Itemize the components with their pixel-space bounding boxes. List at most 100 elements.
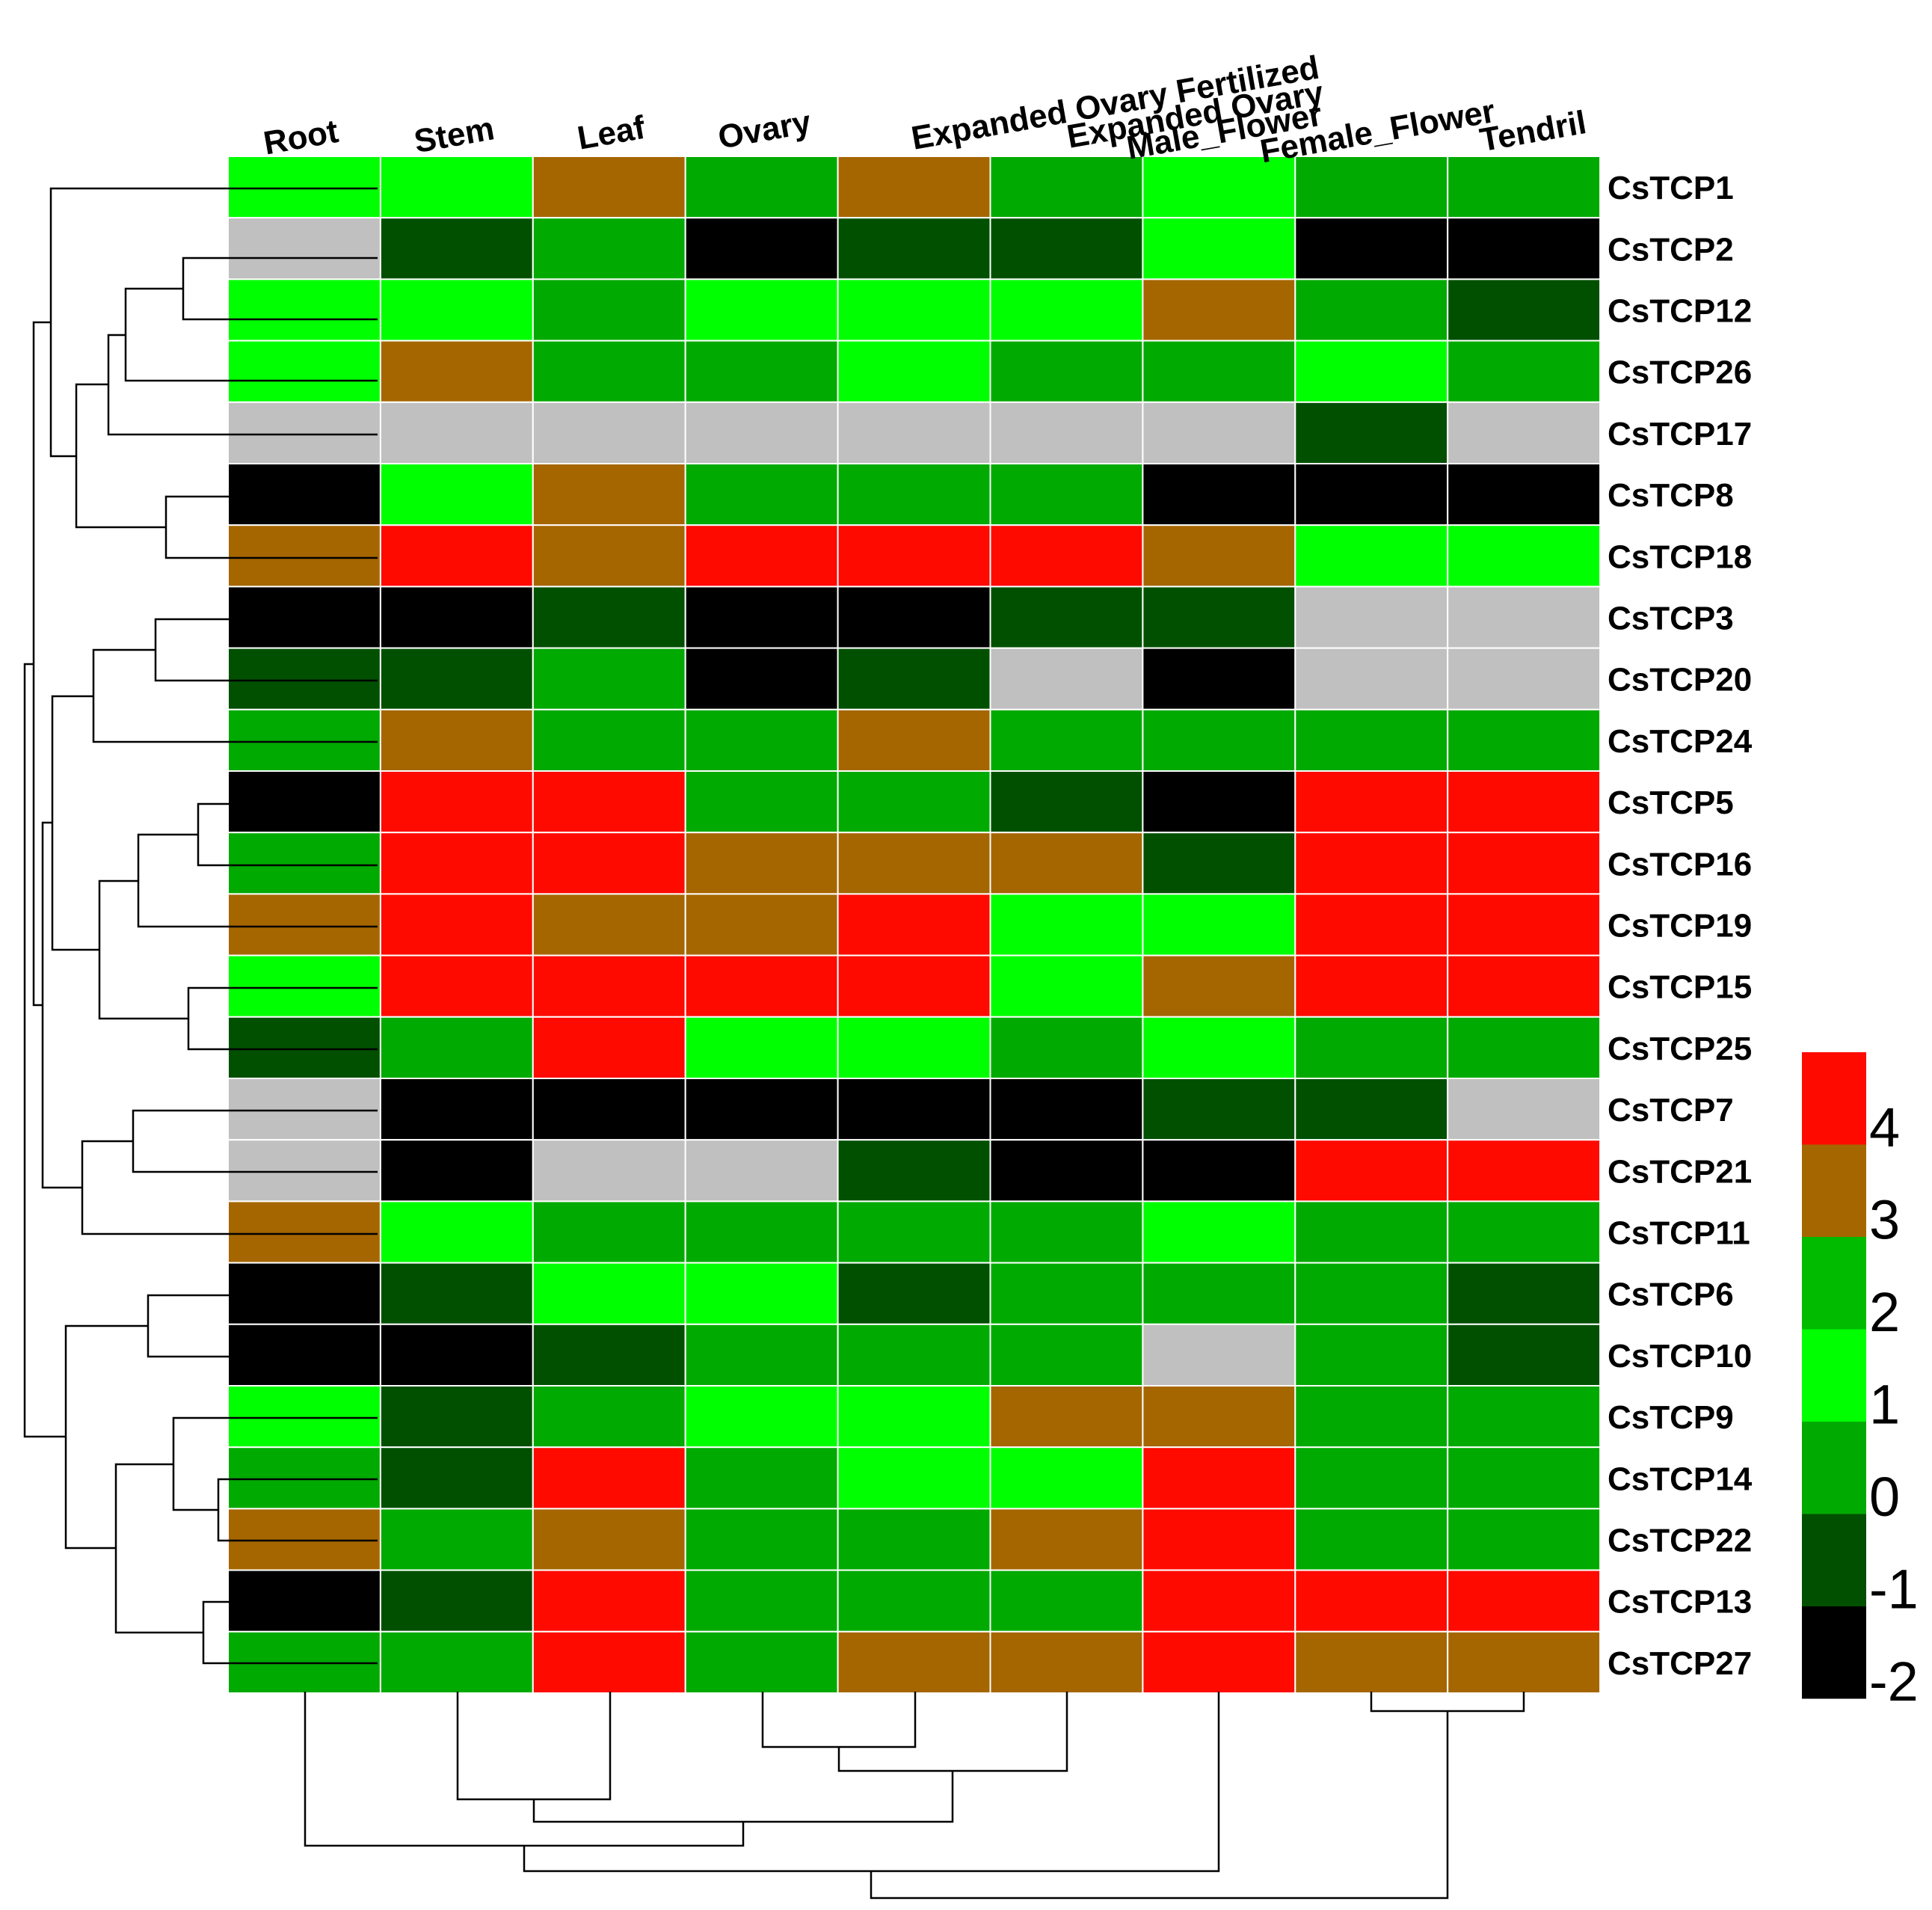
heatmap-cell-CsTCP2-Expanded-Ovary — [989, 217, 1144, 280]
heatmap-cell-CsTCP19-Female-Flower — [1294, 893, 1449, 956]
legend-tick-label: 0 — [1869, 1466, 1900, 1528]
heatmap-cell-CsTCP25-Female-Flower — [1294, 1016, 1449, 1080]
heatmap-cell-CsTCP25-Leaf — [532, 1016, 686, 1080]
row-label: CsTCP19 — [1608, 908, 1752, 945]
heatmap-cell-CsTCP17-Male-Flower — [1142, 401, 1296, 464]
heatmap-cell-CsTCP10-Leaf — [532, 1323, 686, 1387]
row-label: CsTCP13 — [1608, 1584, 1752, 1621]
row-labels: CsTCP1 CsTCP2 CsTCP12 CsTCP26 CsTCP17 CsTCP8 C… — [1608, 170, 1753, 1682]
heatmap-cell-CsTCP20-Tendril — [1447, 647, 1602, 710]
heatmap-cell-CsTCP12-Tendril — [1447, 278, 1602, 342]
heatmap-cell-CsTCP3-Ovary — [684, 586, 839, 649]
heatmap-cell-CsTCP1-Leaf — [532, 156, 686, 219]
heatmap-cell-CsTCP15-Root — [227, 954, 381, 1018]
row-label: CsTCP16 — [1608, 846, 1752, 882]
heatmap-cell-CsTCP15-Stem — [379, 954, 534, 1018]
legend-swatch — [1802, 1606, 1866, 1699]
heatmap-cell-CsTCP14-Tendril — [1447, 1446, 1602, 1510]
row-label: CsTCP17 — [1608, 416, 1752, 452]
heatmap-cell-CsTCP11-Expanded-Ovary-Fertilized — [837, 1200, 991, 1264]
heatmap-cell-CsTCP14-Leaf — [532, 1446, 686, 1510]
heatmap-cell-CsTCP13-Female-Flower — [1294, 1569, 1449, 1633]
heatmap-cell-CsTCP6-Tendril — [1447, 1262, 1602, 1325]
heatmap-cell-CsTCP8-Root — [227, 463, 381, 526]
heatmap-cell-CsTCP26-Male-Flower — [1142, 340, 1296, 403]
heatmap-cell-CsTCP12-Male-Flower — [1142, 278, 1296, 342]
heatmap-cell-CsTCP14-Root — [227, 1446, 381, 1510]
heatmap-cell-CsTCP13-Ovary — [684, 1569, 839, 1633]
heatmap-cell-CsTCP2-Tendril — [1447, 217, 1602, 280]
heatmap-cell-CsTCP27-Ovary — [684, 1630, 839, 1695]
heatmap-cell-CsTCP8-Ovary — [684, 463, 839, 526]
heatmap-cell-CsTCP16-Root — [227, 832, 381, 895]
heatmap-cell-CsTCP8-Female-Flower — [1294, 463, 1449, 526]
heatmap-cell-CsTCP5-Leaf — [532, 770, 686, 834]
heatmap-cell-CsTCP20-Female-Flower — [1294, 647, 1449, 710]
heatmap-cell-CsTCP18-Expanded-Ovary — [989, 524, 1144, 588]
heatmap-cell-CsTCP25-Expanded-Ovary-Fertilized — [837, 1016, 991, 1080]
heatmap-cell-CsTCP26-Root — [227, 340, 381, 403]
heatmap-cell-CsTCP21-Tendril — [1447, 1139, 1602, 1203]
heatmap-cell-CsTCP1-Female-Flower — [1294, 156, 1449, 219]
heatmap-cell-CsTCP16-Expanded-Ovary-Fertilized — [837, 832, 991, 895]
heatmap-cell-CsTCP26-Tendril — [1447, 340, 1602, 403]
heatmap-cell-CsTCP24-Expanded-Ovary-Fertilized — [837, 708, 991, 772]
color-legend: 4 3 2 1 0 -1 -2 — [1802, 1052, 1919, 1713]
heatmap-cell-CsTCP26-Leaf — [532, 340, 686, 403]
heatmap-cell-CsTCP11-Leaf — [532, 1200, 686, 1264]
heatmap-cell-CsTCP1-Expanded-Ovary-Fertilized — [837, 156, 991, 219]
heatmap-cell-CsTCP10-Male-Flower — [1142, 1323, 1296, 1387]
heatmap-cell-CsTCP21-Leaf — [532, 1139, 686, 1203]
heatmap-cell-CsTCP18-Root — [227, 524, 381, 588]
heatmap-cell-CsTCP17-Female-Flower — [1294, 401, 1449, 464]
heatmap-cell-CsTCP5-Female-Flower — [1294, 770, 1449, 834]
heatmap-cell-CsTCP20-Stem — [379, 647, 534, 710]
heatmap-cell-CsTCP10-Female-Flower — [1294, 1323, 1449, 1387]
heatmap-cell-CsTCP25-Male-Flower — [1142, 1016, 1296, 1080]
heatmap-cell-CsTCP2-Leaf — [532, 217, 686, 280]
legend-swatch — [1802, 1144, 1866, 1237]
row-label: CsTCP21 — [1608, 1153, 1752, 1190]
heatmap-cell-CsTCP22-Female-Flower — [1294, 1508, 1449, 1571]
legend-tick-label: 4 — [1869, 1096, 1900, 1158]
heatmap-cell-CsTCP20-Expanded-Ovary — [989, 647, 1144, 710]
heatmap-cell-CsTCP12-Expanded-Ovary-Fertilized — [837, 278, 991, 342]
heatmap-cell-CsTCP12-Expanded-Ovary — [989, 278, 1144, 342]
heatmap-cell-CsTCP15-Expanded-Ovary-Fertilized — [837, 954, 991, 1018]
heatmap-cell-CsTCP10-Expanded-Ovary-Fertilized — [837, 1323, 991, 1387]
legend-tick-label: 3 — [1869, 1189, 1900, 1251]
heatmap-cell-CsTCP18-Male-Flower — [1142, 524, 1296, 588]
heatmap-cell-CsTCP18-Tendril — [1447, 524, 1602, 588]
heatmap-cell-CsTCP18-Leaf — [532, 524, 686, 588]
heatmap-cell-CsTCP17-Expanded-Ovary — [989, 401, 1144, 464]
legend-tick-label: 1 — [1869, 1374, 1900, 1436]
heatmap-cell-CsTCP11-Tendril — [1447, 1200, 1602, 1264]
heatmap-cell-CsTCP2-Female-Flower — [1294, 217, 1449, 280]
heatmap-cell-CsTCP6-Expanded-Ovary-Fertilized — [837, 1262, 991, 1325]
heatmap-cell-CsTCP8-Stem — [379, 463, 534, 526]
heatmap-cell-CsTCP22-Male-Flower — [1142, 1508, 1296, 1571]
row-label: CsTCP2 — [1608, 231, 1734, 268]
heatmap-cell-CsTCP17-Root — [227, 401, 381, 464]
col-dendro-branch — [870, 1711, 1449, 1900]
heatmap-cell-CsTCP7-Tendril — [1447, 1078, 1602, 1141]
heatmap-cells — [227, 156, 1602, 1695]
heatmap-cell-CsTCP21-Stem — [379, 1139, 534, 1203]
row-label: CsTCP3 — [1608, 601, 1734, 637]
row-dendrogram — [23, 187, 378, 1665]
row-label: CsTCP12 — [1608, 293, 1752, 330]
legend-swatch — [1802, 1422, 1866, 1514]
legend-swatch — [1802, 1052, 1866, 1145]
row-label: CsTCP20 — [1608, 662, 1752, 698]
legend-swatch — [1802, 1329, 1866, 1422]
heatmap-cell-CsTCP1-Tendril — [1447, 156, 1602, 219]
heatmap-cell-CsTCP27-Stem — [379, 1630, 534, 1695]
row-label: CsTCP22 — [1608, 1523, 1752, 1559]
heatmap-cell-CsTCP16-Stem — [379, 832, 534, 895]
heatmap-cell-CsTCP8-Male-Flower — [1142, 463, 1296, 526]
row-label: CsTCP11 — [1608, 1215, 1750, 1252]
heatmap-cell-CsTCP10-Ovary — [684, 1323, 839, 1387]
heatmap-cell-CsTCP11-Male-Flower — [1142, 1200, 1296, 1264]
heatmap-cell-CsTCP21-Root — [227, 1139, 381, 1203]
heatmap-cell-CsTCP24-Female-Flower — [1294, 708, 1449, 772]
